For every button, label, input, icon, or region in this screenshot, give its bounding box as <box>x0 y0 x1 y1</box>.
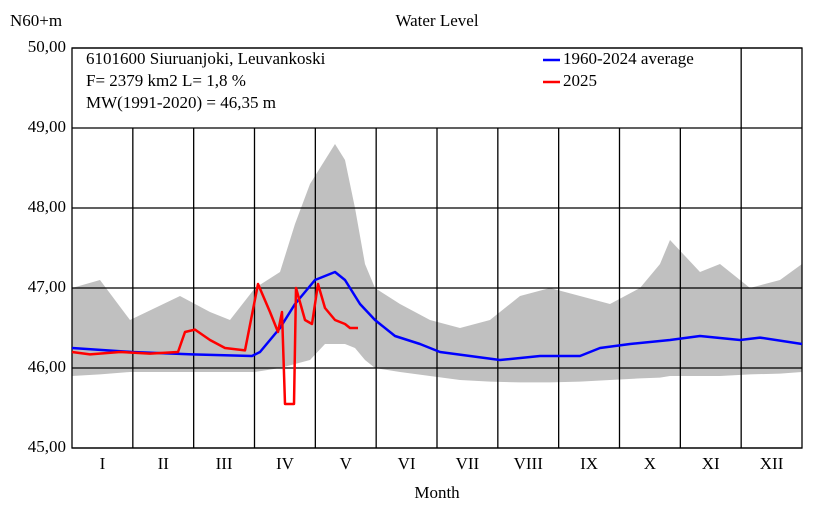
annotation: MW(1991-2020) = 46,35 m <box>86 93 276 112</box>
x-tick-label: II <box>158 454 170 473</box>
y-tick-label: 48,00 <box>28 197 66 216</box>
x-tick-label: X <box>644 454 656 473</box>
chart-title: Water Level <box>395 11 478 30</box>
legend-label: 1960-2024 average <box>563 49 694 68</box>
x-tick-label: VIII <box>514 454 544 473</box>
x-tick-label: V <box>340 454 353 473</box>
x-tick-label: IX <box>580 454 598 473</box>
y-tick-label: 47,00 <box>28 277 66 296</box>
x-tick-label: XII <box>760 454 784 473</box>
x-tick-label: VI <box>398 454 416 473</box>
x-tick-label: IV <box>276 454 295 473</box>
annotation: 6101600 Siuruanjoki, Leuvankoski <box>86 49 326 68</box>
y-tick-label: 45,00 <box>28 437 66 456</box>
legend-label: 2025 <box>563 71 597 90</box>
y-tick-label: 49,00 <box>28 117 66 136</box>
x-tick-label: VII <box>456 454 480 473</box>
x-tick-label: I <box>100 454 106 473</box>
y-tick-label: 50,00 <box>28 37 66 56</box>
y-axis-label: N60+m <box>10 11 62 30</box>
x-tick-label: III <box>216 454 233 473</box>
series-line <box>71 270 803 362</box>
plot-border <box>71 47 803 449</box>
series-line <box>71 282 358 406</box>
x-tick-label: XI <box>702 454 720 473</box>
y-tick-label: 46,00 <box>28 357 66 376</box>
x-axis-label: Month <box>414 483 460 502</box>
annotation: F= 2379 km2 L= 1,8 % <box>86 71 246 90</box>
